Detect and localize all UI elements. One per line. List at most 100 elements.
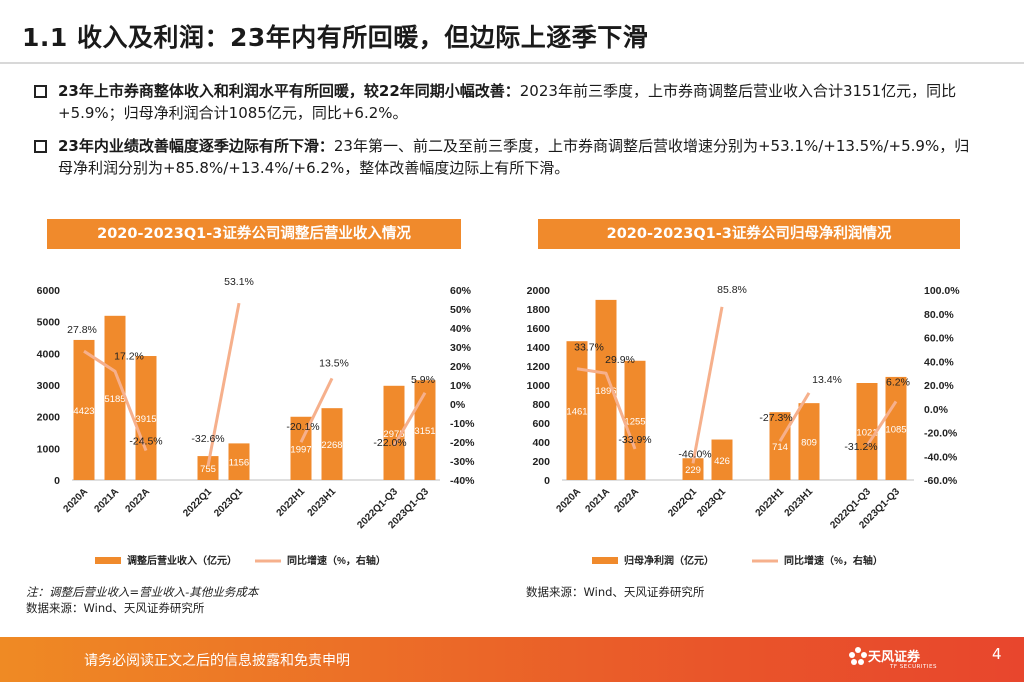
bar-value-label: 2268 [321, 440, 342, 451]
bar [711, 439, 733, 480]
bar-value-label: 1255 [624, 416, 645, 427]
y-tick-label: 400 [532, 437, 550, 449]
bar-value-label: 1896 [595, 386, 616, 397]
bar-value-label: 714 [772, 442, 788, 453]
y2-tick-label: 30% [450, 342, 472, 354]
bar-value-label: 3151 [414, 426, 435, 437]
bar-value-label: 426 [714, 456, 730, 467]
y2-tick-label: 10% [450, 380, 472, 392]
x-tick-label: 2022Q1 [181, 486, 214, 519]
growth-line [206, 302, 241, 467]
chart-2-source: 数据来源：Wind、天风证券研究所 [526, 585, 705, 599]
chart-2-title: 2020-2023Q1-3证券公司归母净利润情况 [538, 219, 960, 249]
x-tick-label: 2022A [613, 486, 642, 515]
bullet-2-heading: 23年内业绩改善幅度逐季边际有所下滑： [58, 137, 334, 155]
bullet-2: 23年内业绩改善幅度逐季边际有所下滑：23年第一、前二及至前三季度，上市券商调整… [34, 135, 984, 179]
y2-tick-label: 20.0% [924, 380, 954, 392]
y2-tick-label: 40.0% [924, 356, 954, 368]
growth-label: -31.2% [844, 441, 877, 453]
growth-label: 13.4% [812, 374, 842, 386]
growth-line [691, 306, 724, 464]
x-tick-label: 2021A [93, 486, 122, 515]
growth-label: 5.9% [411, 374, 435, 386]
bar-value-label: 1461 [566, 407, 587, 418]
legend-bar-label: 归母净利润（亿元） [624, 554, 714, 567]
bar [682, 458, 704, 480]
y2-tick-label: -10% [450, 418, 475, 430]
y-tick-label: 1800 [527, 304, 551, 316]
bar [383, 385, 405, 480]
bullet-1: 23年上市券商整体收入和利润水平有所回暖，较22年同期小幅改善：2023年前三季… [34, 80, 984, 124]
flower-logo-icon [849, 647, 867, 665]
y-tick-label: 2000 [527, 285, 551, 297]
y2-tick-label: 60.0% [924, 333, 954, 345]
x-tick-label: 2023Q1 [212, 486, 245, 519]
growth-label: -27.3% [759, 412, 792, 424]
x-tick-label: 2023H1 [783, 486, 816, 519]
growth-label: -32.6% [191, 433, 224, 445]
bar-value-label: 4423 [73, 406, 94, 417]
bar [624, 360, 646, 480]
growth-line [865, 400, 898, 447]
x-tick-label: 2023H1 [306, 486, 339, 519]
x-tick-label: 2020A [555, 486, 584, 515]
title-divider [0, 62, 1024, 64]
bar [566, 341, 588, 480]
bar-value-label: 3915 [135, 414, 156, 425]
bullet-1-text: 2023年前三季度，上市券商调整后营业收入合计3151亿元，同比+5.9%；归母… [58, 82, 957, 122]
y-tick-label: 600 [532, 418, 550, 430]
bar [197, 456, 219, 480]
y-tick-label: 1600 [527, 323, 551, 335]
y-tick-label: 200 [532, 456, 550, 468]
bar [769, 412, 791, 480]
y2-tick-label: 40% [450, 323, 472, 335]
bar-value-label: 1156 [229, 458, 249, 469]
bar-value-label: 1085 [885, 424, 906, 435]
legend-bar-label: 调整后营业收入（亿元） [127, 554, 237, 567]
y-tick-label: 0 [54, 475, 60, 487]
growth-label: -46.0% [678, 448, 711, 460]
legend-bar-swatch [592, 557, 618, 564]
bar [228, 443, 250, 480]
growth-label: 6.2% [886, 376, 910, 388]
x-tick-label: 2020A [62, 486, 91, 515]
y-tick-label: 0 [544, 475, 550, 487]
logo-subtext: TF SECURITIES [890, 664, 937, 670]
y2-tick-label: 60% [450, 285, 472, 297]
y2-tick-label: -20.0% [924, 428, 958, 440]
chart-net-profit: 0 200 400 600 800 1000 1200 1400 1600 1800 2000 -60… [527, 284, 961, 567]
bar-value-label: 229 [685, 465, 701, 476]
growth-label: -33.9% [618, 434, 651, 446]
y-tick-label: 3000 [37, 380, 61, 392]
y-tick-label: 5000 [37, 317, 61, 329]
y-tick-label: 1000 [37, 443, 61, 455]
y-tick-label: 6000 [37, 285, 61, 297]
bar-value-label: 1021 [856, 428, 877, 439]
growth-label: 33.7% [574, 342, 604, 354]
growth-label: 53.1% [224, 276, 254, 288]
bar [595, 299, 617, 480]
y-tick-label: 800 [532, 399, 550, 411]
y-tick-label: 1400 [527, 342, 551, 354]
x-tick-label: 2022A [124, 486, 153, 515]
chart-1-note: 注：调整后营业收入=营业收入-其他业务成本 [26, 585, 259, 599]
bar [798, 403, 820, 480]
bar-value-label: 1997 [290, 444, 311, 455]
disclaimer-link[interactable]: 请务必阅读正文之后的信息披露和免责申明 [84, 653, 350, 669]
x-tick-label: 2022Q1 [666, 486, 699, 519]
growth-label: -22.0% [373, 437, 406, 449]
bar-value-label: 755 [200, 464, 216, 475]
legend-bar-swatch [95, 557, 121, 564]
y-tick-label: 4000 [37, 348, 61, 360]
y2-tick-label: 0% [450, 399, 466, 411]
y2-tick-label: -60.0% [924, 475, 958, 487]
growth-line [392, 392, 427, 447]
growth-line [778, 392, 811, 442]
growth-line [83, 349, 148, 452]
chart-revenue: 0 1000 2000 3000 4000 5000 6000 -40% -30% -20% -10… [37, 276, 476, 567]
y2-tick-label: 100.0% [924, 285, 960, 297]
x-tick-label: 2022H1 [275, 486, 308, 519]
y2-tick-label: 0.0% [924, 404, 949, 416]
y2-tick-label: -20% [450, 437, 475, 449]
growth-label: 13.5% [319, 357, 349, 369]
